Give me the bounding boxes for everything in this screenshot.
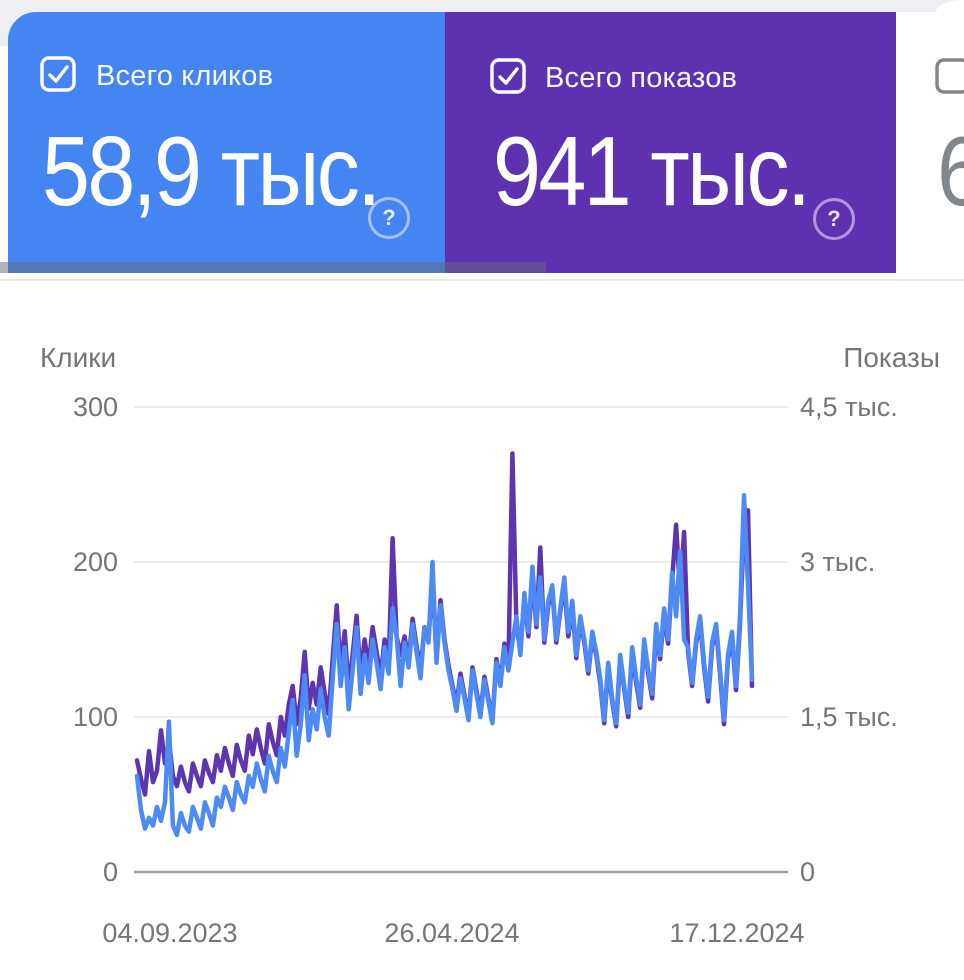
right-ytick-1-5k: 1,5 тыс.	[800, 702, 898, 732]
card-label: Всего кликов	[96, 60, 274, 92]
help-icon[interactable]: ?	[813, 198, 855, 240]
metric-card-total-clicks[interactable]: Всего кликов 58,9 тыс. ?	[8, 12, 445, 273]
left-ytick-200: 200	[72, 547, 118, 577]
card-label: Всего показов	[545, 62, 738, 94]
total-clicks-value: 58,9 тыс.	[42, 116, 381, 226]
right-ytick-3k: 3 тыс.	[800, 547, 876, 577]
left-axis-title: Клики	[40, 342, 117, 373]
metric-card-partial[interactable]: 6	[897, 12, 964, 273]
series-line-clicks	[134, 493, 755, 838]
cards-bottom-divider	[0, 279, 964, 281]
help-icon[interactable]: ?	[368, 197, 410, 239]
metric-card-total-impressions[interactable]: Всего показов 941 тыс. ?	[445, 12, 896, 273]
horizontal-scrollbar-thumb[interactable]	[0, 262, 546, 273]
card-rounded-corner	[936, 0, 964, 12]
partial-metric-value: 6	[937, 122, 964, 220]
right-axis-title: Показы	[843, 342, 940, 373]
xtick-date-3: 17.12.2024	[669, 918, 805, 948]
right-ytick-4-5k: 4,5 тыс.	[800, 392, 898, 422]
right-ytick-0: 0	[800, 857, 816, 887]
left-ytick-100: 100	[72, 702, 118, 732]
checkbox-checked-icon[interactable]	[40, 56, 76, 92]
xtick-date-1: 04.09.2023	[102, 918, 238, 948]
left-ytick-300: 300	[72, 392, 118, 422]
xtick-date-2: 26.04.2024	[384, 918, 520, 948]
checkbox-unchecked-icon[interactable]	[935, 58, 964, 94]
page-top-background	[0, 0, 964, 12]
series-layer	[134, 451, 755, 838]
checkbox-checked-icon[interactable]	[490, 58, 526, 94]
total-impressions-value: 941 тыс.	[493, 116, 811, 226]
left-ytick-0: 0	[102, 857, 118, 887]
